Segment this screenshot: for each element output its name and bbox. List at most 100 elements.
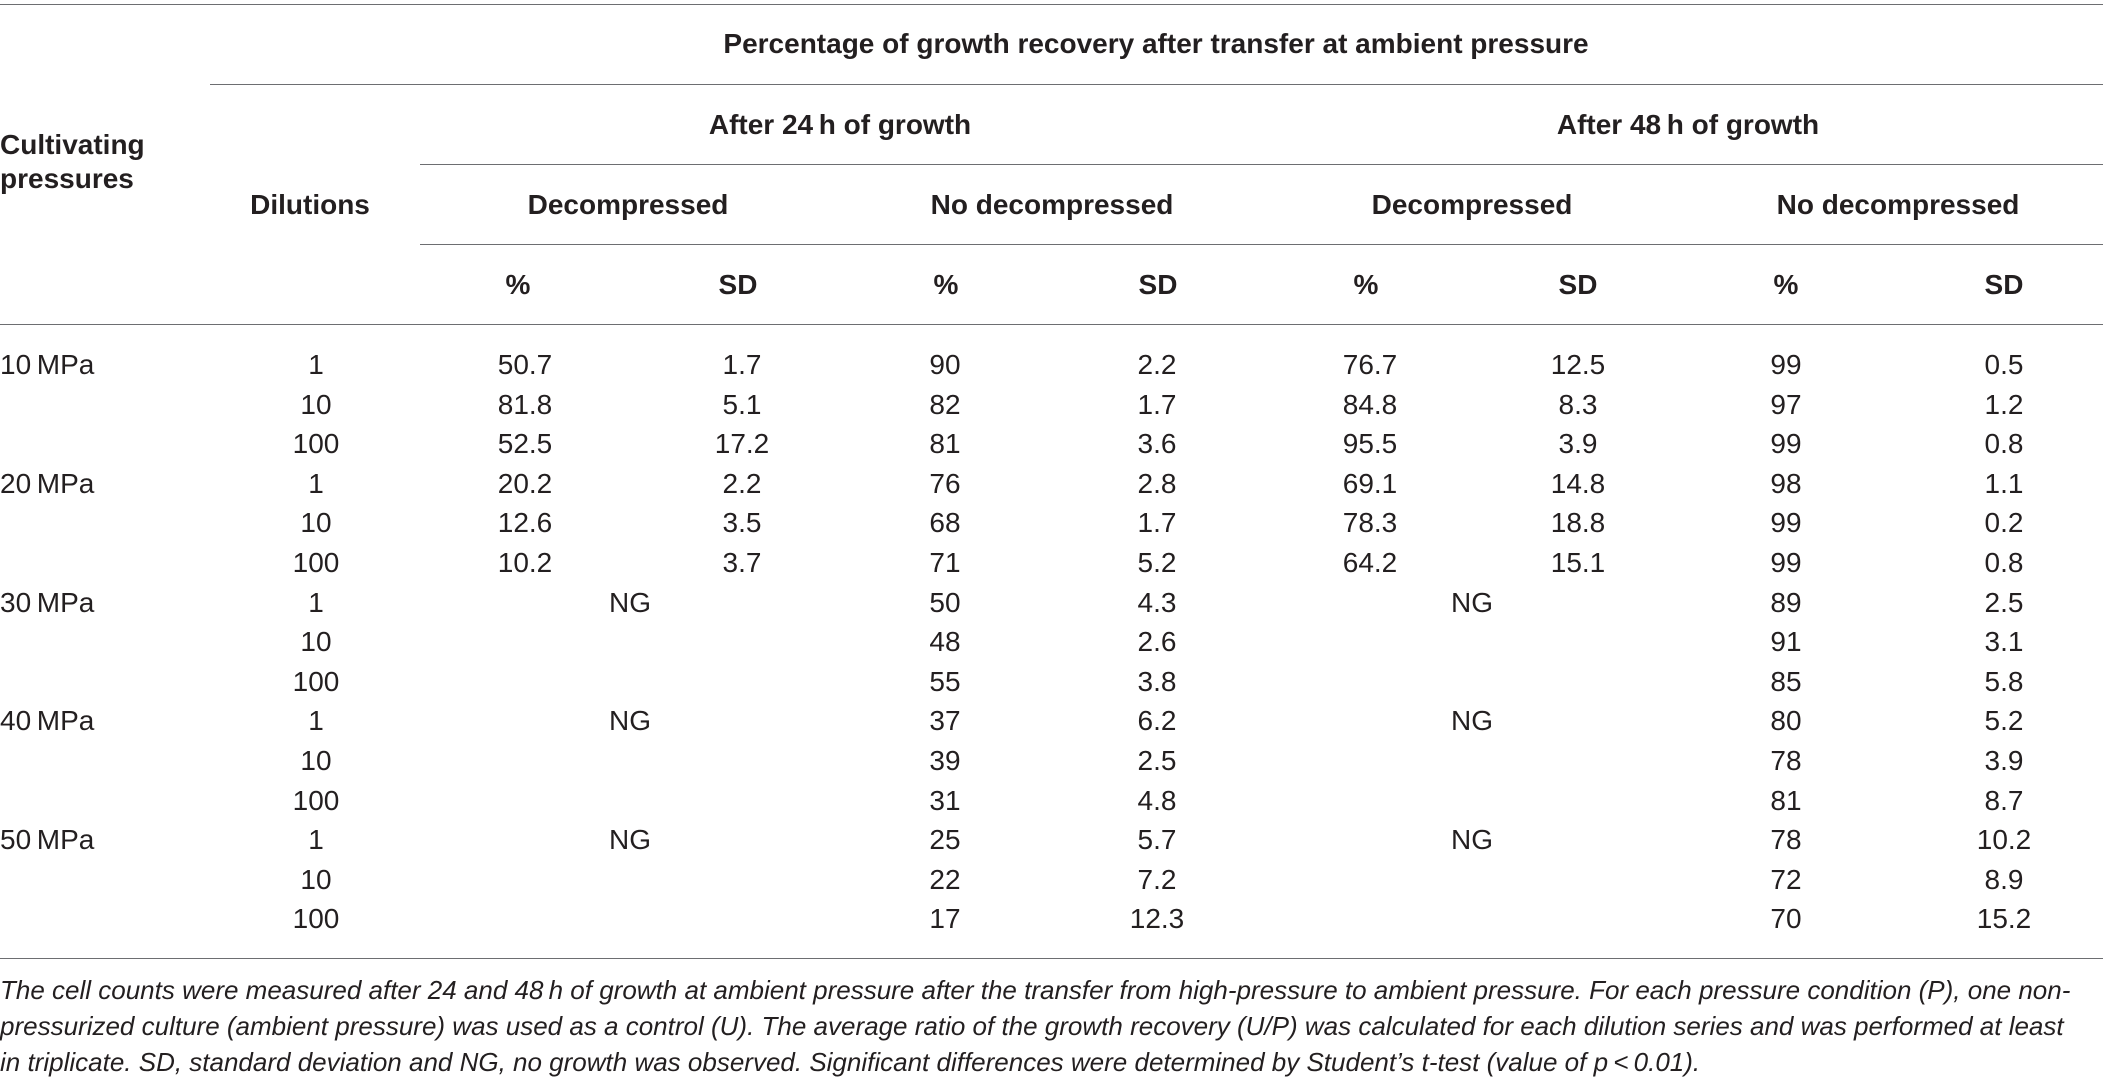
cell-cultivating-pressure: 20 MPa (0, 468, 95, 499)
cell-48h-decompressed-pct: 84.8 (1342, 389, 1398, 420)
cell-48h-decompressed-no-growth: NG (1451, 705, 1493, 736)
cell-24h-no-decompressed-pct: 31 (929, 785, 961, 816)
cell-48h-no-decompressed-pct: 81 (1770, 785, 1802, 816)
cell-48h-no-decompressed-sd: 8.7 (1984, 785, 2024, 816)
cell-dilution: 100 (292, 666, 340, 697)
cell-dilution: 1 (308, 468, 324, 499)
cell-48h-no-decompressed-sd: 3.1 (1984, 626, 2024, 657)
table-top-rule (0, 4, 2103, 5)
group-header-rule (420, 164, 2103, 165)
cell-24h-decompressed-sd: 1.7 (722, 349, 762, 380)
cell-24h-no-decompressed-sd: 2.8 (1137, 468, 1177, 499)
cell-24h-no-decompressed-pct: 55 (929, 666, 961, 697)
cell-24h-decompressed-sd: 3.5 (722, 507, 762, 538)
cell-48h-no-decompressed-pct: 78 (1770, 824, 1802, 855)
cell-24h-no-decompressed-pct: 71 (929, 547, 961, 578)
cell-48h-no-decompressed-pct: 80 (1770, 705, 1802, 736)
cell-24h-decompressed-no-growth: NG (609, 587, 651, 618)
cell-24h-no-decompressed-sd: 4.8 (1137, 785, 1177, 816)
cell-dilution: 1 (308, 824, 324, 855)
cell-48h-no-decompressed-sd: 0.8 (1984, 428, 2024, 459)
cell-48h-no-decompressed-pct: 85 (1770, 666, 1802, 697)
cell-24h-no-decompressed-sd: 3.8 (1137, 666, 1177, 697)
cell-dilution: 1 (308, 587, 324, 618)
cell-cultivating-pressure: 10 MPa (0, 349, 95, 380)
cell-48h-no-decompressed-pct: 78 (1770, 745, 1802, 776)
cell-24h-decompressed-pct: 81.8 (497, 389, 553, 420)
column-header-dilutions: Dilutions (250, 189, 370, 220)
cell-24h-no-decompressed-sd: 5.2 (1137, 547, 1177, 578)
cell-24h-no-decompressed-pct: 17 (929, 903, 961, 934)
cell-48h-no-decompressed-sd: 3.9 (1984, 745, 2024, 776)
cell-cultivating-pressure: 40 MPa (0, 705, 95, 736)
cell-48h-decompressed-pct: 95.5 (1342, 428, 1398, 459)
cell-24h-no-decompressed-pct: 39 (929, 745, 961, 776)
cell-48h-no-decompressed-pct: 91 (1770, 626, 1802, 657)
cell-48h-no-decompressed-sd: 5.8 (1984, 666, 2024, 697)
cell-48h-no-decompressed-pct: 97 (1770, 389, 1802, 420)
cell-48h-decompressed-no-growth: NG (1451, 587, 1493, 618)
cell-48h-decompressed-pct: 76.7 (1342, 349, 1398, 380)
stat-header-24h-nodec-sd: SD (1138, 269, 1178, 300)
cell-48h-no-decompressed-sd: 1.1 (1984, 468, 2024, 499)
cell-dilution: 100 (292, 428, 340, 459)
cell-dilution: 1 (308, 705, 324, 736)
cell-24h-decompressed-pct: 52.5 (497, 428, 553, 459)
stat-header-48h-nodec-sd: SD (1984, 269, 2024, 300)
cell-48h-decompressed-pct: 69.1 (1342, 468, 1398, 499)
cell-dilution: 10 (300, 507, 332, 538)
table-footnote: The cell counts were measured after 24 a… (0, 975, 2071, 1077)
cell-dilution: 100 (292, 903, 340, 934)
cell-48h-no-decompressed-pct: 99 (1770, 349, 1802, 380)
cell-24h-decompressed-pct: 20.2 (497, 468, 553, 499)
cell-24h-no-decompressed-pct: 76 (929, 468, 961, 499)
cell-48h-decompressed-pct: 78.3 (1342, 507, 1398, 538)
spanning-header-rule (210, 84, 2103, 85)
cell-cultivating-pressure: 30 MPa (0, 587, 95, 618)
stat-header-48h-dec-pct: % (1353, 269, 1379, 300)
cell-24h-no-decompressed-sd: 2.5 (1137, 745, 1177, 776)
column-header-pressure-line1: Cultivating (0, 129, 145, 160)
cell-24h-decompressed-pct: 12.6 (497, 507, 553, 538)
cell-24h-decompressed-pct: 50.7 (497, 349, 553, 380)
cell-48h-no-decompressed-sd: 2.5 (1984, 587, 2024, 618)
cell-cultivating-pressure: 50 MPa (0, 824, 95, 855)
cell-24h-no-decompressed-sd: 1.7 (1137, 389, 1177, 420)
cell-24h-no-decompressed-sd: 4.3 (1137, 587, 1177, 618)
cell-24h-decompressed-pct: 10.2 (497, 547, 553, 578)
cell-24h-decompressed-no-growth: NG (609, 705, 651, 736)
cell-24h-no-decompressed-sd: 12.3 (1129, 903, 1185, 934)
cell-24h-no-decompressed-pct: 22 (929, 864, 961, 895)
cell-24h-no-decompressed-sd: 1.7 (1137, 507, 1177, 538)
cell-dilution: 10 (300, 864, 332, 895)
cell-24h-decompressed-sd: 2.2 (722, 468, 762, 499)
cell-dilution: 10 (300, 389, 332, 420)
cell-24h-no-decompressed-sd: 7.2 (1137, 864, 1177, 895)
cell-48h-no-decompressed-sd: 1.2 (1984, 389, 2024, 420)
subheader-24h-decompressed: Decompressed (527, 189, 729, 220)
cell-48h-no-decompressed-pct: 99 (1770, 547, 1802, 578)
cell-48h-decompressed-sd: 18.8 (1550, 507, 1606, 538)
subgroup-header-rule (420, 244, 2103, 245)
cell-48h-no-decompressed-pct: 72 (1770, 864, 1802, 895)
cell-48h-decompressed-sd: 8.3 (1558, 389, 1598, 420)
cell-48h-decompressed-sd: 14.8 (1550, 468, 1606, 499)
column-header-cultivating-pressures: Cultivating pressures (0, 128, 145, 196)
cell-48h-no-decompressed-sd: 0.5 (1984, 349, 2024, 380)
group-header-24h: After 24 h of growth (708, 109, 972, 140)
stat-header-24h-dec-sd: SD (718, 269, 758, 300)
group-header-48h: After 48 h of growth (1556, 109, 1820, 140)
cell-dilution: 10 (300, 745, 332, 776)
cell-48h-no-decompressed-sd: 8.9 (1984, 864, 2024, 895)
cell-24h-no-decompressed-pct: 68 (929, 507, 961, 538)
cell-24h-no-decompressed-sd: 2.2 (1137, 349, 1177, 380)
header-bottom-rule (0, 324, 2103, 325)
stat-header-48h-nodec-pct: % (1773, 269, 1799, 300)
cell-48h-no-decompressed-pct: 98 (1770, 468, 1802, 499)
cell-24h-decompressed-sd: 5.1 (722, 389, 762, 420)
cell-24h-no-decompressed-sd: 2.6 (1137, 626, 1177, 657)
cell-48h-no-decompressed-pct: 99 (1770, 507, 1802, 538)
cell-48h-decompressed-sd: 15.1 (1550, 547, 1606, 578)
cell-dilution: 10 (300, 626, 332, 657)
cell-24h-no-decompressed-pct: 50 (929, 587, 961, 618)
